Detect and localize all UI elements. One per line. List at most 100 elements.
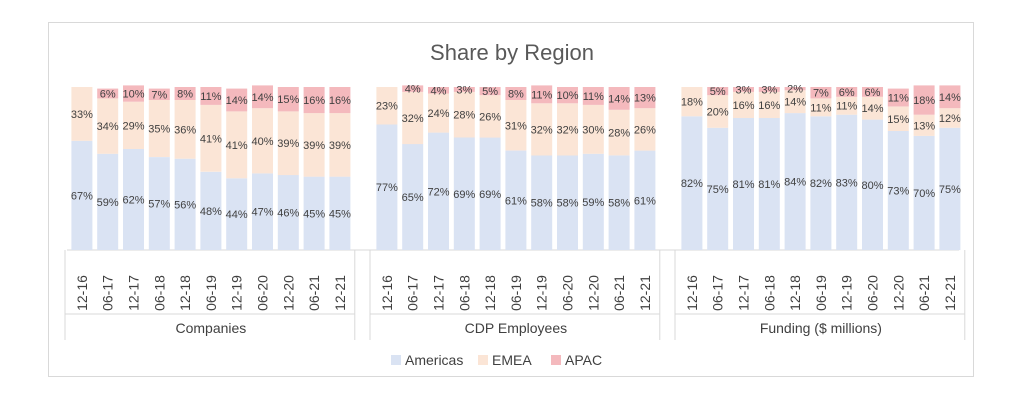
tick-label-1-10: 12-21 (637, 275, 653, 311)
bar-apac-0-10 (329, 87, 351, 114)
data-label-emea-2-6: 11% (836, 101, 857, 113)
tick-label-1-6: 12-19 (534, 275, 550, 311)
bar-americas-0-6 (226, 178, 248, 250)
bar-emea-1-3 (453, 91, 475, 138)
bar-apac-1-6 (531, 85, 553, 104)
bar-apac-1-8 (582, 87, 604, 105)
bar-americas-1-8 (582, 153, 604, 250)
data-label-emea-0-4: 36% (174, 124, 196, 136)
tick-label-2-6: 12-19 (839, 275, 855, 311)
legend-label-americas: Americas (405, 352, 463, 368)
tick-label-0-8: 12-20 (280, 275, 296, 311)
data-label-apac-1-5: 8% (508, 89, 524, 101)
bar-americas-2-8 (887, 131, 909, 250)
data-label-americas-2-4: 84% (784, 177, 806, 189)
bar-apac-1-3 (453, 87, 475, 92)
bar-americas-2-2 (733, 118, 754, 250)
bar-emea-0-6 (226, 111, 248, 179)
data-label-americas-0-8: 46% (277, 208, 299, 220)
bar-americas-1-10 (634, 150, 656, 250)
data-label-americas-1-5: 61% (505, 195, 527, 207)
bar-americas-1-3 (453, 137, 475, 250)
data-label-apac-0-2: 10% (122, 89, 144, 101)
bar-emea-0-0 (71, 87, 93, 141)
bar-americas-2-1 (707, 127, 729, 251)
bar-emea-1-4 (479, 95, 501, 138)
data-label-emea-1-1: 32% (402, 113, 424, 125)
tick-label-0-6: 12-19 (229, 275, 245, 311)
bar-apac-1-10 (634, 87, 656, 109)
data-label-emea-0-8: 39% (277, 138, 299, 150)
bar-apac-0-3 (148, 88, 170, 100)
data-label-americas-2-0: 82% (681, 178, 703, 190)
tick-label-0-10: 12-21 (332, 275, 348, 311)
data-label-emea-2-10: 12% (939, 113, 961, 125)
data-label-americas-1-2: 72% (427, 186, 449, 198)
tick-label-0-1: 06-17 (100, 275, 116, 311)
bar-emea-1-5 (505, 100, 527, 151)
data-label-apac-1-1: 4% (405, 84, 421, 96)
bar-americas-1-1 (402, 144, 424, 250)
bar-apac-2-7 (862, 87, 883, 97)
tick-label-1-5: 06-19 (508, 275, 524, 311)
data-label-emea-2-1: 20% (707, 107, 729, 119)
data-label-emea-0-7: 40% (251, 136, 273, 148)
bar-emea-0-1 (97, 98, 119, 154)
tick-label-1-4: 12-18 (482, 275, 498, 311)
data-label-apac-2-10: 14% (939, 92, 961, 104)
bar-americas-0-0 (71, 140, 93, 250)
bar-emea-1-1 (402, 91, 424, 145)
data-label-americas-2-2: 81% (732, 179, 754, 191)
data-label-apac-2-4: 2% (787, 84, 803, 96)
data-label-americas-0-1: 59% (97, 197, 119, 209)
data-label-emea-0-10: 39% (329, 140, 351, 152)
data-label-americas-0-7: 47% (251, 207, 273, 219)
data-label-americas-0-9: 45% (303, 208, 325, 220)
data-label-americas-0-10: 45% (329, 208, 351, 220)
chart-svg: Share by Region 67% 33% 12-16 59% 34% 6% 06-17… (64, 40, 966, 368)
tick-label-1-0: 12-16 (379, 275, 395, 311)
data-label-emea-1-2: 24% (427, 108, 449, 120)
data-label-apac-1-3: 3% (456, 84, 472, 96)
data-label-apac-2-7: 6% (865, 87, 881, 99)
bar-americas-0-10 (329, 176, 351, 250)
data-label-apac-0-5: 11% (200, 91, 221, 103)
bar-emea-1-2 (428, 93, 449, 133)
data-label-emea-1-4: 26% (479, 111, 501, 123)
data-label-americas-0-6: 44% (226, 209, 248, 221)
data-label-apac-0-3: 7% (151, 89, 167, 101)
bar-emea-0-9 (303, 113, 325, 177)
tick-label-0-7: 06-20 (255, 275, 271, 311)
data-label-americas-1-6: 58% (531, 198, 553, 210)
bar-emea-2-6 (836, 96, 858, 115)
data-label-americas-1-9: 58% (608, 198, 630, 210)
bar-emea-1-0 (376, 87, 398, 125)
bar-americas-1-7 (557, 155, 578, 250)
tick-label-1-1: 06-17 (405, 275, 421, 311)
data-label-apac-1-9: 14% (608, 93, 630, 105)
bar-apac-0-9 (303, 87, 325, 114)
bar-emea-2-10 (939, 108, 961, 128)
data-label-emea-2-9: 13% (913, 120, 935, 132)
legend-swatch-emea (478, 355, 488, 365)
bar-apac-0-2 (123, 85, 144, 102)
tick-label-1-7: 06-20 (560, 275, 576, 311)
tick-label-1-2: 12-17 (431, 275, 447, 311)
data-label-emea-0-2: 29% (122, 120, 144, 132)
data-label-americas-1-4: 69% (479, 189, 501, 201)
data-label-apac-2-2: 3% (736, 84, 752, 96)
data-label-emea-0-6: 41% (226, 140, 248, 152)
data-label-emea-1-8: 30% (582, 124, 604, 136)
tick-label-2-8: 12-20 (890, 275, 906, 311)
bar-americas-0-2 (123, 148, 144, 250)
data-label-americas-2-8: 73% (887, 186, 909, 198)
data-label-americas-0-0: 67% (71, 190, 93, 202)
data-label-apac-1-8: 11% (583, 91, 604, 103)
data-label-apac-1-4: 5% (482, 86, 498, 98)
data-label-apac-1-7: 10% (556, 90, 578, 102)
data-label-americas-1-0: 77% (376, 182, 398, 194)
data-label-americas-2-7: 80% (861, 180, 883, 192)
chart-title: Share by Region (430, 40, 594, 65)
data-label-apac-1-6: 11% (531, 89, 552, 101)
group-label-2: Funding ($ millions) (760, 320, 882, 336)
